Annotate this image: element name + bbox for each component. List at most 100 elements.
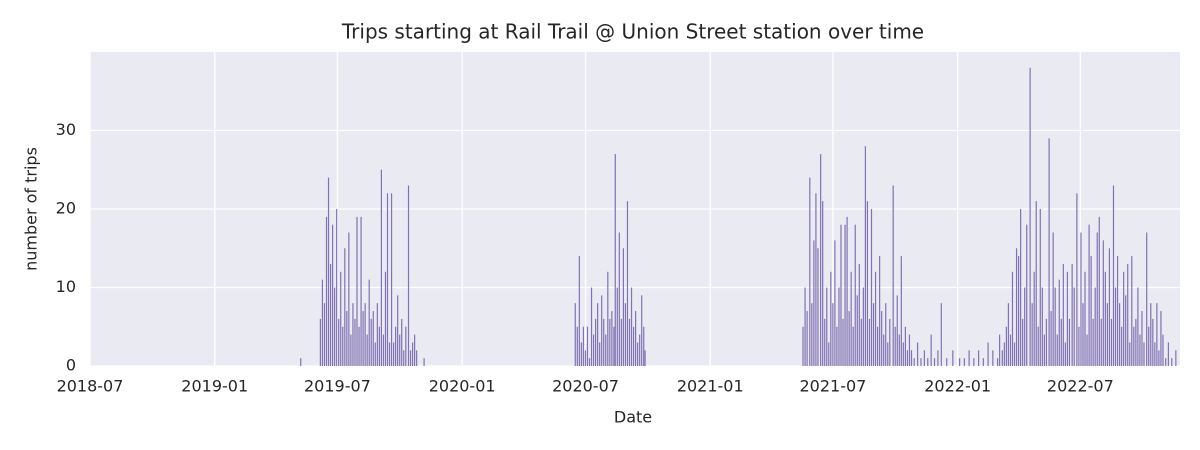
bar [352, 303, 354, 366]
bar [802, 326, 804, 366]
bar [1148, 326, 1150, 366]
bar [618, 232, 620, 366]
bar [806, 311, 808, 366]
bar [822, 201, 824, 366]
bar [826, 287, 828, 366]
x-tick-label: 2022-01 [924, 377, 991, 396]
bar [1003, 342, 1005, 366]
bar [582, 326, 585, 366]
bar [1011, 271, 1014, 366]
bar [1123, 271, 1125, 366]
bar [362, 311, 364, 366]
bar [1102, 240, 1104, 366]
bar [977, 350, 980, 366]
bar [368, 279, 370, 366]
bar [1116, 256, 1119, 366]
bar [1088, 224, 1090, 366]
bar [595, 318, 597, 366]
bar [1146, 232, 1148, 366]
bar [370, 318, 372, 366]
bar [881, 311, 883, 366]
bar [1009, 334, 1012, 366]
bar [407, 185, 410, 366]
bar [879, 256, 881, 366]
bar [1175, 350, 1177, 366]
bar [327, 177, 330, 366]
bar [862, 287, 864, 366]
bar [1094, 287, 1096, 366]
bar [937, 350, 939, 366]
bar [852, 326, 854, 366]
bar [1121, 326, 1123, 366]
bar [423, 358, 425, 366]
bar [860, 318, 862, 366]
bar [1160, 311, 1162, 366]
bar [643, 326, 645, 366]
bar [1078, 326, 1080, 366]
bar [637, 342, 639, 366]
bar [815, 193, 817, 366]
bar [588, 358, 591, 366]
bar [346, 311, 348, 366]
bar [1156, 303, 1158, 366]
bar [1171, 358, 1173, 366]
bar [605, 334, 607, 366]
bar [1071, 263, 1073, 366]
bar [382, 334, 385, 366]
bar [856, 295, 858, 366]
bar [393, 342, 395, 366]
bar [858, 263, 860, 366]
bar [1165, 358, 1167, 366]
bar [992, 350, 994, 366]
bar [910, 350, 913, 366]
bar [609, 318, 611, 366]
bar [1167, 342, 1169, 366]
bar [384, 271, 387, 366]
bar [1158, 350, 1160, 366]
bar [952, 350, 954, 366]
bar [376, 303, 378, 366]
bar [834, 240, 836, 366]
bar [817, 248, 819, 366]
bar [635, 311, 637, 366]
bar [364, 303, 366, 366]
y-tick-label: 20 [56, 199, 76, 218]
bar [1005, 326, 1007, 366]
bar [639, 334, 641, 366]
bar [887, 342, 889, 366]
bar [416, 350, 418, 366]
bar [1062, 263, 1064, 366]
bar [1064, 342, 1066, 366]
y-tick-label: 0 [66, 356, 76, 375]
bar [906, 350, 909, 366]
bar [968, 350, 970, 366]
bar [1080, 232, 1082, 366]
bar [641, 295, 643, 366]
bar [1015, 248, 1018, 366]
bar [1129, 342, 1131, 366]
bar [1135, 318, 1137, 366]
bar [920, 358, 922, 366]
bar [933, 358, 936, 366]
bar [1150, 303, 1152, 366]
bar [838, 287, 840, 366]
bar [1037, 326, 1039, 366]
bar [900, 256, 902, 366]
bar [811, 303, 813, 366]
bar [959, 358, 961, 366]
x-tick-label: 2022-07 [1047, 377, 1114, 396]
bar [930, 334, 932, 366]
bar [1112, 185, 1115, 366]
bar [1029, 67, 1031, 366]
bar [904, 326, 906, 366]
bar [401, 318, 403, 366]
bar [824, 318, 826, 366]
x-axis-label: Date [614, 408, 652, 427]
x-tick-label: 2020-01 [429, 377, 496, 396]
bar [850, 271, 852, 366]
bar [338, 318, 340, 366]
bar [1154, 342, 1156, 366]
bar [603, 318, 605, 366]
